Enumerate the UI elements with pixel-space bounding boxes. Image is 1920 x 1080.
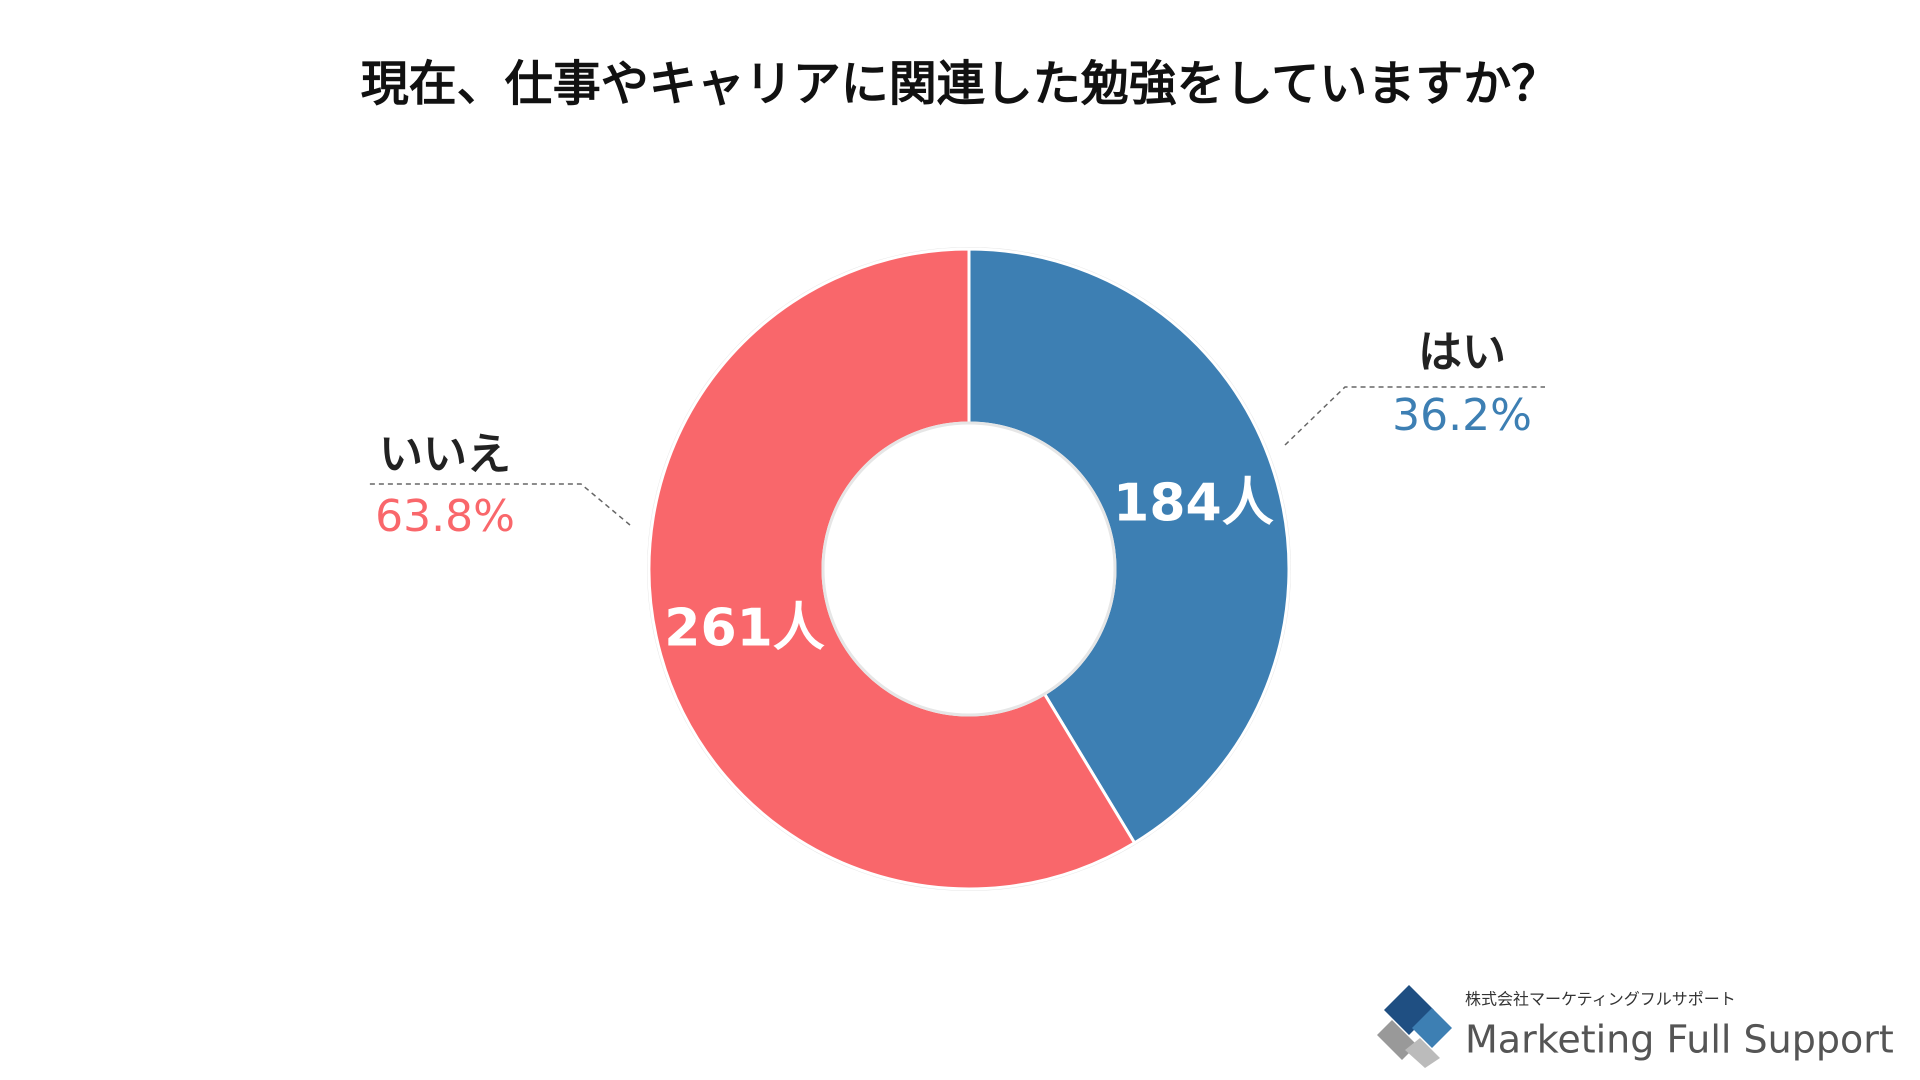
percent-label: 36.2%: [1392, 390, 1532, 441]
chart-title: 現在、仕事やキャリアに関連した勉強をしていますか？: [361, 56, 1560, 112]
leader-line: [368, 483, 631, 526]
logo-icon: [1405, 1038, 1440, 1068]
percent-label: 63.8%: [375, 491, 515, 542]
data-label: 184人: [1113, 473, 1274, 533]
logo: 株式会社マーケティングフルサポート Marketing Full Support: [1377, 985, 1894, 1068]
logo-company: 株式会社マーケティングフルサポート: [1465, 990, 1736, 1009]
category-label: はい: [1418, 327, 1506, 378]
category-label: いいえ: [379, 429, 511, 480]
logo-icon: [1412, 1008, 1452, 1048]
data-label: 261人: [664, 599, 825, 659]
logo-brand: Marketing Full Support: [1465, 1018, 1894, 1062]
leader-line: [1284, 386, 1545, 446]
donut-hole-border: [821, 421, 1117, 717]
